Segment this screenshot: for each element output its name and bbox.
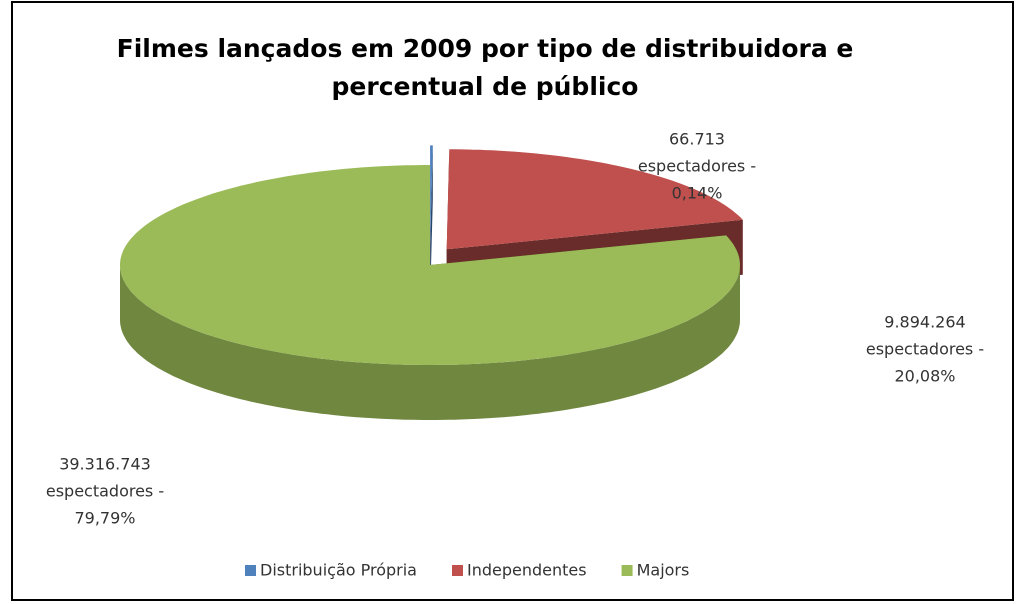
data-label: 0,14%: [672, 184, 723, 203]
legend-swatch: [245, 565, 256, 576]
chart-title: Filmes lançados em 2009 por tipo de dist…: [116, 34, 854, 101]
legend-label: Distribuição Própria: [260, 561, 417, 580]
data-label: espectadores -: [638, 157, 756, 176]
legend-swatch: [451, 565, 463, 576]
slice: [446, 149, 743, 250]
data-label: 9.894.264: [884, 313, 965, 332]
data-label: 39.316.743: [59, 455, 151, 474]
data-label: 20,08%: [894, 367, 955, 386]
slice: [430, 145, 433, 246]
slice-wall: [120, 265, 740, 420]
data-label: espectadores -: [46, 482, 164, 501]
data-label: 66.713: [669, 130, 725, 149]
chart-frame: [11, 1, 1014, 601]
legend-label: Majors: [637, 561, 690, 580]
legend-swatch: [621, 565, 633, 576]
slice-side: [430, 145, 433, 301]
data-label: 79,79%: [74, 509, 135, 528]
data-label: espectadores -: [866, 340, 984, 359]
legend-label: Independentes: [467, 561, 587, 580]
slice: [120, 165, 740, 365]
